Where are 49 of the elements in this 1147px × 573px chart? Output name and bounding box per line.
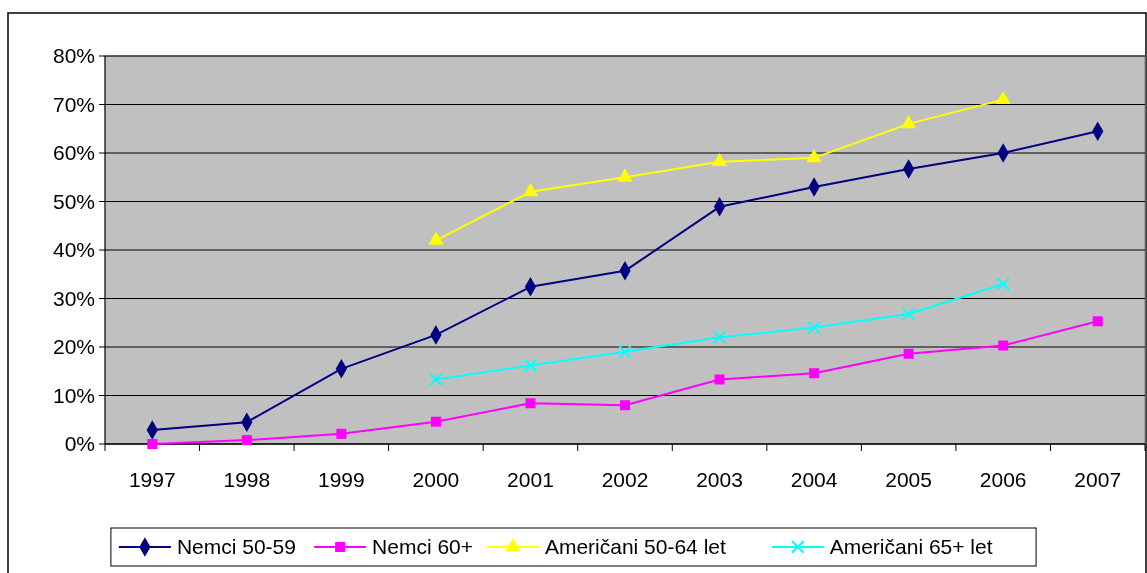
point	[998, 340, 1009, 351]
y-tick-label: 10%	[52, 383, 95, 407]
x-tick-label: 2005	[885, 468, 932, 491]
point	[430, 416, 441, 427]
point	[522, 183, 539, 197]
point	[806, 149, 822, 163]
x-tick-label: 2000	[412, 468, 460, 491]
point	[241, 435, 252, 446]
y-tick-label: 0%	[64, 432, 95, 456]
point	[429, 372, 443, 387]
point	[901, 115, 917, 129]
point	[428, 231, 444, 245]
legend-label: Američani 65+ let	[829, 535, 993, 559]
point	[807, 320, 821, 335]
point	[618, 345, 632, 359]
x-tick-label: 2001	[507, 468, 554, 491]
point	[1092, 316, 1103, 327]
point	[525, 398, 536, 409]
point	[809, 368, 820, 379]
y-tick-label: 80%	[52, 44, 95, 68]
point	[714, 374, 725, 385]
point	[147, 439, 158, 449]
legend-label: Nemci 60+	[372, 535, 474, 559]
y-tick-label: 70%	[52, 92, 95, 116]
point	[617, 168, 633, 182]
x-tick-label: 2003	[696, 468, 743, 491]
x-tick-label: 2004	[790, 468, 838, 491]
x-tick-label: 2006	[979, 468, 1027, 491]
x-tick-label: 2007	[1074, 468, 1122, 491]
x-tick-label: 1999	[318, 468, 365, 491]
point	[996, 277, 1010, 291]
x-tick-label: 2002	[601, 468, 649, 491]
y-tick-label: 20%	[52, 335, 95, 359]
point	[336, 428, 347, 439]
point	[523, 358, 538, 373]
y-tick-label: 50%	[52, 189, 95, 213]
point	[995, 90, 1011, 105]
point	[712, 330, 727, 345]
point	[901, 307, 916, 321]
point	[903, 348, 914, 359]
legend-label: Američani 50-64 let	[544, 535, 726, 559]
y-tick-label: 60%	[52, 141, 95, 165]
point	[711, 152, 728, 167]
point	[620, 400, 630, 411]
x-tick-label: 1998	[223, 468, 271, 491]
y-tick-label: 30%	[52, 286, 95, 310]
legend-label: Nemci 50-59	[176, 535, 296, 559]
x-tick-label: 1997	[128, 468, 176, 491]
y-tick-label: 40%	[52, 238, 95, 262]
